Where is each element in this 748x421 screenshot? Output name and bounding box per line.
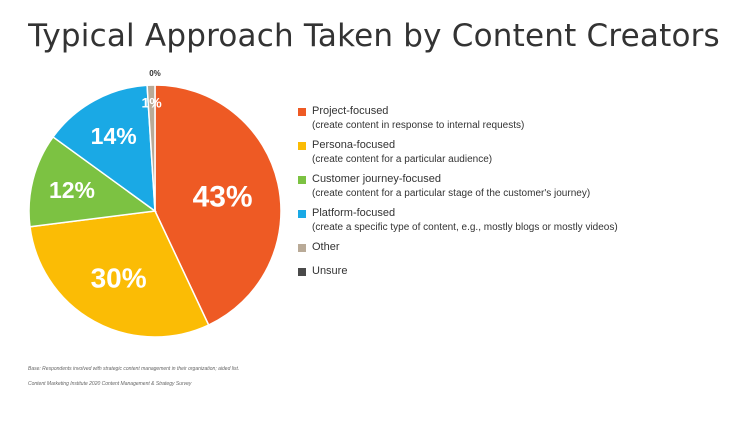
legend-swatch (298, 108, 306, 116)
label-other: 1% (141, 95, 162, 111)
footnote-source: Content Marketing Institute 2020 Content… (28, 381, 192, 387)
legend-item-project: Project-focused (create content in respo… (298, 104, 738, 133)
legend-label: Other (312, 241, 340, 253)
label-project: 43% (193, 181, 253, 214)
legend-sublabel: (create content for a particular audienc… (312, 154, 493, 165)
legend-label: Persona-focused (312, 139, 396, 151)
slice-persona (29, 210, 210, 338)
legend-item-platform: Platform-focused (create a specific type… (298, 206, 738, 235)
label-persona: 30% (91, 262, 147, 293)
legend-swatch (298, 268, 306, 276)
slice-other (146, 84, 156, 212)
legend-swatch (298, 142, 306, 150)
legend-item-unsure: Unsure (298, 264, 738, 279)
legend-item-journey: Customer journey-focused (create content… (298, 172, 738, 201)
legend-item-persona: Persona-focused (create content for a pa… (298, 138, 738, 167)
legend-label: Unsure (312, 265, 348, 277)
slice-platform (52, 84, 156, 213)
label-unsure: 0% (149, 69, 161, 78)
slice-journey (28, 135, 157, 228)
legend-swatch (298, 244, 306, 252)
legend-sublabel: (create a specific type of content, e.g.… (312, 222, 618, 233)
legend-item-other: Other (298, 240, 738, 255)
legend-label: Project-focused (312, 105, 389, 117)
slice-project (154, 84, 282, 327)
legend-swatch (298, 176, 306, 184)
chart-title: Typical Approach Taken by Content Creato… (28, 18, 720, 54)
legend: Project-focused (create content in respo… (298, 104, 738, 288)
label-journey: 12% (49, 177, 95, 203)
legend-label: Customer journey-focused (312, 173, 442, 185)
legend-sublabel: (create content in response to internal … (312, 120, 525, 131)
legend-label: Platform-focused (312, 207, 396, 219)
legend-sublabel: (create content for a particular stage o… (312, 188, 591, 199)
legend-swatch (298, 210, 306, 218)
label-platform: 14% (91, 123, 137, 149)
footnote-base: Base: Respondents involved with strategi… (28, 366, 240, 372)
